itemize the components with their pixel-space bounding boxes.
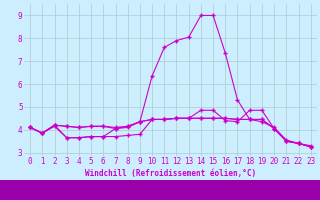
X-axis label: Windchill (Refroidissement éolien,°C): Windchill (Refroidissement éolien,°C) <box>85 169 256 178</box>
